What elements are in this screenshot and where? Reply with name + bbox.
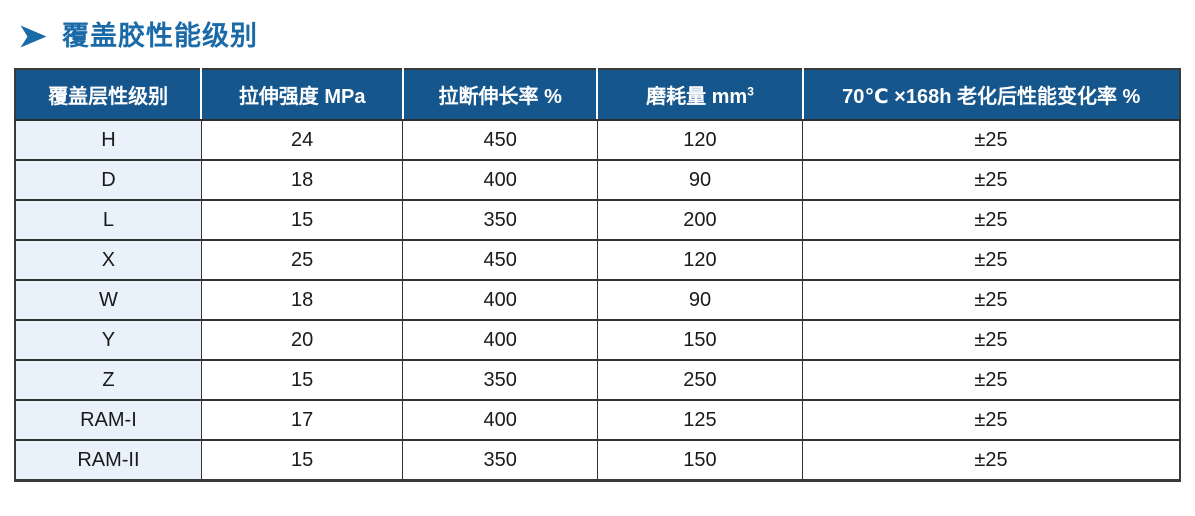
aging-cell: ±25 bbox=[802, 359, 1181, 401]
elongation-cell: 400 bbox=[402, 319, 598, 361]
grade-cell: X bbox=[14, 239, 202, 281]
grade-cell: Z bbox=[14, 359, 202, 401]
table-row-z: Z 15 350 250 ±25 bbox=[14, 359, 1181, 401]
table-row-ram2: RAM-II 15 350 150 ±25 bbox=[14, 439, 1181, 481]
grade-cell: RAM-II bbox=[14, 439, 202, 481]
aging-cell: ±25 bbox=[802, 399, 1181, 441]
tensile-cell: 15 bbox=[200, 439, 404, 481]
abrasion-cell: 90 bbox=[596, 159, 804, 201]
abrasion-cell: 150 bbox=[596, 439, 804, 481]
tensile-cell: 15 bbox=[200, 359, 404, 401]
table-row-y: Y 20 400 150 ±25 bbox=[14, 319, 1181, 361]
aging-cell: ±25 bbox=[802, 319, 1181, 361]
elongation-cell: 450 bbox=[402, 239, 598, 281]
elongation-cell: 400 bbox=[402, 159, 598, 201]
abrasion-cell: 90 bbox=[596, 279, 804, 321]
elongation-cell: 350 bbox=[402, 439, 598, 481]
header-aging-change: 70℃ ×168h 老化后性能变化率 % bbox=[801, 69, 1180, 121]
abrasion-cell: 250 bbox=[596, 359, 804, 401]
aging-cell: ±25 bbox=[802, 199, 1181, 241]
aging-cell: ±25 bbox=[802, 279, 1181, 321]
header-tensile-strength: 拉伸强度 MPa bbox=[200, 69, 403, 121]
elongation-cell: 450 bbox=[402, 119, 598, 161]
elongation-cell: 400 bbox=[402, 399, 598, 441]
table-header-row: 覆盖层性级别 拉伸强度 MPa 拉断伸长率 % 磨耗量 mm3 70℃ ×168… bbox=[15, 69, 1180, 121]
tensile-cell: 25 bbox=[200, 239, 404, 281]
right-arrowhead-icon bbox=[20, 25, 47, 47]
header-abrasion-superscript: 3 bbox=[747, 84, 754, 99]
abrasion-cell: 120 bbox=[596, 119, 804, 161]
table-row-h: H 24 450 120 ±25 bbox=[14, 119, 1181, 161]
table-row-ram1: RAM-I 17 400 125 ±25 bbox=[14, 399, 1181, 441]
section-title-row: 覆盖胶性能级别 bbox=[0, 0, 1195, 55]
header-abrasion: 磨耗量 mm3 bbox=[596, 69, 803, 121]
tensile-cell: 24 bbox=[200, 119, 404, 161]
aging-cell: ±25 bbox=[802, 439, 1181, 481]
table-row-w: W 18 400 90 ±25 bbox=[14, 279, 1181, 321]
grade-cell: Y bbox=[14, 319, 202, 361]
elongation-cell: 350 bbox=[402, 359, 598, 401]
header-elongation: 拉断伸长率 % bbox=[401, 69, 598, 121]
table-row-x: X 25 450 120 ±25 bbox=[14, 239, 1181, 281]
cover-rubber-performance-table: 覆盖层性级别 拉伸强度 MPa 拉断伸长率 % 磨耗量 mm3 70℃ ×168… bbox=[14, 68, 1181, 482]
tensile-cell: 18 bbox=[200, 159, 404, 201]
abrasion-cell: 125 bbox=[596, 399, 804, 441]
table-row-l: L 15 350 200 ±25 bbox=[14, 199, 1181, 241]
grade-cell: RAM-I bbox=[14, 399, 202, 441]
abrasion-cell: 120 bbox=[596, 239, 804, 281]
table-row-d: D 18 400 90 ±25 bbox=[14, 159, 1181, 201]
header-grade: 覆盖层性级别 bbox=[15, 69, 202, 121]
grade-cell: D bbox=[14, 159, 202, 201]
aging-cell: ±25 bbox=[802, 239, 1181, 281]
elongation-cell: 350 bbox=[402, 199, 598, 241]
tensile-cell: 20 bbox=[200, 319, 404, 361]
grade-cell: L bbox=[14, 199, 202, 241]
elongation-cell: 400 bbox=[402, 279, 598, 321]
tensile-cell: 18 bbox=[200, 279, 404, 321]
tensile-cell: 17 bbox=[200, 399, 404, 441]
abrasion-cell: 150 bbox=[596, 319, 804, 361]
abrasion-cell: 200 bbox=[596, 199, 804, 241]
tensile-cell: 15 bbox=[200, 199, 404, 241]
grade-cell: H bbox=[14, 119, 202, 161]
page-title: 覆盖胶性能级别 bbox=[62, 20, 258, 51]
grade-cell: W bbox=[14, 279, 202, 321]
aging-cell: ±25 bbox=[802, 159, 1181, 201]
header-abrasion-text: 磨耗量 mm bbox=[646, 86, 748, 108]
aging-cell: ±25 bbox=[802, 119, 1181, 161]
